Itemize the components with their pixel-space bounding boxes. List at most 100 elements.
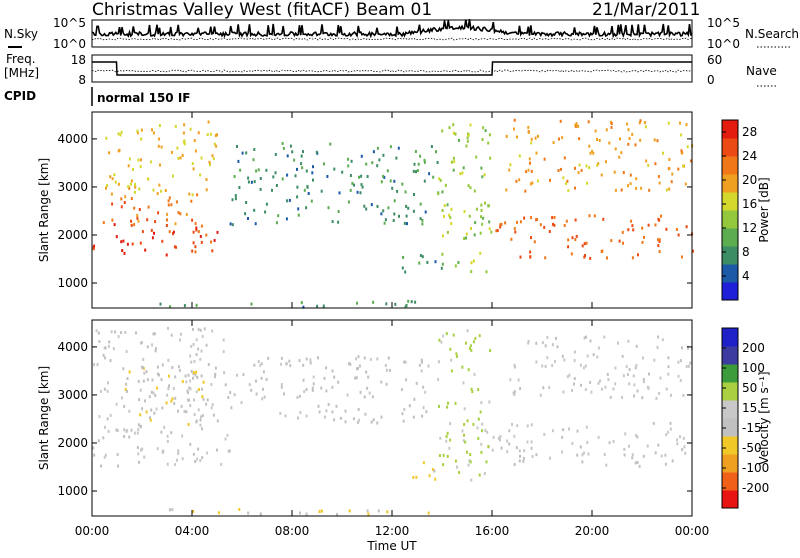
heatmap-cell <box>227 396 230 399</box>
y-tick-label: 2000 <box>57 228 88 242</box>
heatmap-cell <box>543 432 546 436</box>
heatmap-cell <box>137 428 140 432</box>
heatmap-cell <box>358 175 360 179</box>
heatmap-cell <box>231 198 234 202</box>
heatmap-cell <box>383 221 386 225</box>
heatmap-cell <box>241 151 244 155</box>
heatmap-cell <box>412 169 415 173</box>
heatmap-cell <box>216 419 219 423</box>
heatmap-cell <box>485 460 488 464</box>
heatmap-cell <box>178 368 181 372</box>
heatmap-cell <box>464 440 467 444</box>
heatmap-cell <box>376 357 379 361</box>
colorbar-segment <box>722 418 738 437</box>
heatmap-cell <box>216 133 218 137</box>
heatmap-cell <box>664 453 667 457</box>
heatmap-cell <box>567 245 570 249</box>
power-feature-2 <box>105 120 218 197</box>
heatmap-cell <box>365 207 368 211</box>
heatmap-cell <box>309 358 312 362</box>
heatmap-cell <box>687 364 690 368</box>
heatmap-cell <box>200 349 203 353</box>
heatmap-cell <box>186 389 189 393</box>
freq-tick-bottom: 8 <box>78 73 86 87</box>
heatmap-cell <box>657 335 660 339</box>
heatmap-cell <box>104 425 106 429</box>
heatmap-cell <box>680 149 683 153</box>
heatmap-cell <box>389 145 392 149</box>
heatmap-cell <box>302 378 305 382</box>
heatmap-cell <box>170 333 173 337</box>
heatmap-cell <box>664 462 667 466</box>
heatmap-cell <box>413 193 415 196</box>
heatmap-cell <box>548 386 551 390</box>
heatmap-cell <box>192 509 195 513</box>
heatmap-cell <box>473 189 476 193</box>
heatmap-cell <box>305 169 308 173</box>
y-tick-label: 4000 <box>57 132 88 146</box>
heatmap-cell <box>665 188 668 192</box>
heatmap-cell <box>147 177 150 181</box>
heatmap-cell <box>312 375 315 379</box>
heatmap-cell <box>405 214 408 218</box>
heatmap-cell <box>194 245 197 249</box>
heatmap-cell <box>481 138 484 141</box>
heatmap-cell <box>591 149 594 153</box>
heatmap-cell <box>488 133 491 137</box>
heatmap-cell <box>191 218 194 222</box>
heatmap-cell <box>515 179 518 183</box>
heatmap-cell <box>376 204 379 208</box>
heatmap-cell <box>579 445 582 449</box>
heatmap-cell <box>458 471 461 475</box>
heatmap-cell <box>205 233 208 237</box>
colorbar-tick-label: -100 <box>742 461 769 475</box>
heatmap-cell <box>437 360 440 364</box>
heatmap-cell <box>210 383 213 386</box>
heatmap-cell <box>437 378 440 382</box>
heatmap-cell <box>436 161 439 164</box>
colorbar-segment <box>722 436 738 455</box>
heatmap-cell <box>223 371 226 375</box>
heatmap-cell <box>213 239 216 242</box>
heatmap-cell <box>600 250 603 253</box>
heatmap-cell <box>187 373 190 377</box>
heatmap-cell <box>195 338 198 342</box>
heatmap-cell <box>549 456 551 460</box>
heatmap-cell <box>140 365 143 369</box>
heatmap-cell <box>500 222 503 226</box>
heatmap-cell <box>677 360 680 364</box>
heatmap-cell <box>479 410 482 414</box>
heatmap-cell <box>323 376 326 380</box>
heatmap-cell <box>127 185 130 189</box>
heatmap-cell <box>472 259 475 263</box>
heatmap-cell <box>419 202 422 206</box>
heatmap-cell <box>136 446 139 449</box>
heatmap-cell <box>250 388 253 392</box>
heatmap-cell <box>154 393 157 397</box>
heatmap-cell <box>192 342 195 346</box>
colorbar-segment <box>722 282 738 301</box>
heatmap-cell <box>200 224 203 228</box>
heatmap-cell <box>347 164 350 168</box>
heatmap-cell <box>128 409 131 413</box>
heatmap-cell <box>130 223 133 227</box>
heatmap-cell <box>142 366 145 370</box>
colorbar-tick-label: -50 <box>742 441 762 455</box>
colorbar-tick-label: 20 <box>742 173 757 187</box>
heatmap-cell <box>440 340 443 344</box>
heatmap-cell <box>347 200 350 204</box>
heatmap-cell <box>413 397 416 401</box>
heatmap-cell <box>405 378 408 382</box>
heatmap-cell <box>275 221 278 225</box>
heatmap-cell <box>639 138 642 142</box>
heatmap-cell <box>365 370 368 374</box>
heatmap-cell <box>147 205 150 209</box>
heatmap-cell <box>627 228 630 232</box>
heatmap-cell <box>126 429 129 433</box>
heatmap-cell <box>596 163 599 167</box>
heatmap-cell <box>211 154 214 158</box>
heatmap-cell <box>109 175 112 179</box>
heatmap-cell <box>586 440 589 444</box>
heatmap-cell <box>446 405 449 409</box>
heatmap-cell <box>191 193 194 197</box>
